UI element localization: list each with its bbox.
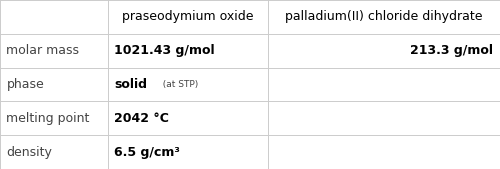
Text: 213.3 g/mol: 213.3 g/mol <box>410 44 494 57</box>
Text: phase: phase <box>6 78 44 91</box>
Text: density: density <box>6 146 52 159</box>
Text: melting point: melting point <box>6 112 90 125</box>
Text: molar mass: molar mass <box>6 44 80 57</box>
Text: 1021.43 g/mol: 1021.43 g/mol <box>114 44 214 57</box>
Text: 2042 °C: 2042 °C <box>114 112 169 125</box>
Text: solid: solid <box>114 78 147 91</box>
Text: 6.5 g/cm³: 6.5 g/cm³ <box>114 146 180 159</box>
Text: (at STP): (at STP) <box>156 80 198 89</box>
Text: praseodymium oxide: praseodymium oxide <box>122 10 254 23</box>
Text: palladium(II) chloride dihydrate: palladium(II) chloride dihydrate <box>285 10 482 23</box>
